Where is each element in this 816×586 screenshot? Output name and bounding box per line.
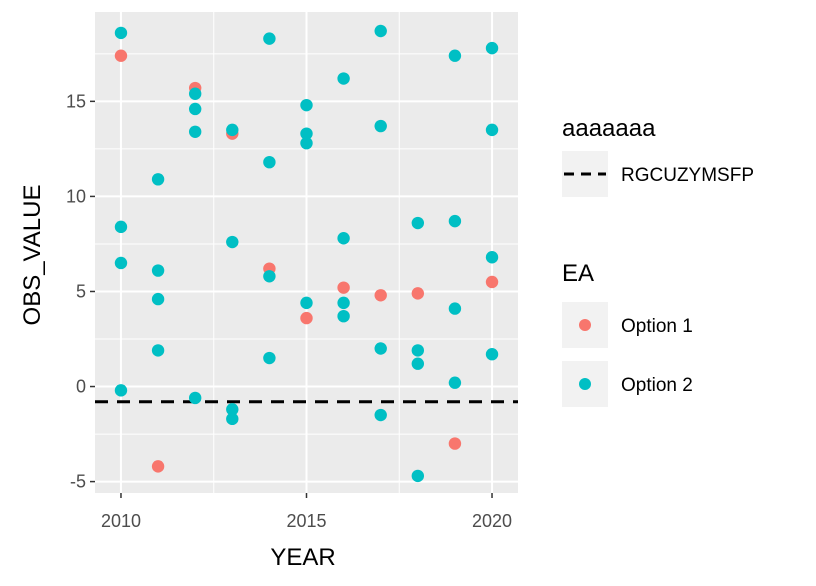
- option-2-point: [188, 125, 202, 138]
- option-2-point: [448, 376, 462, 389]
- linetype-legend-label: RGCUZYMSFP: [621, 165, 754, 186]
- option-1-point: [114, 49, 128, 62]
- option-2-point: [300, 98, 313, 112]
- linetype-legend-title: aaaaaaa: [562, 115, 656, 142]
- x-tick-label: 2010: [101, 511, 141, 531]
- option-2-point: [411, 469, 425, 483]
- option-2-point: [485, 41, 499, 55]
- option-2-point: [114, 256, 128, 270]
- option-2-point: [263, 270, 276, 283]
- option-2-point: [226, 235, 239, 249]
- option-1-point: [151, 460, 165, 473]
- option-2-point: [226, 403, 239, 416]
- option-2-point: [300, 136, 313, 150]
- option-2-point: [448, 302, 462, 315]
- option-2-point: [114, 220, 128, 234]
- axes: 2010 2015 2020 -5 0 5 10 15: [66, 91, 512, 531]
- option-2-point: [114, 26, 128, 40]
- option-2-point: [188, 87, 202, 100]
- x-tick-label: 2015: [286, 511, 326, 531]
- option-2-point: [263, 155, 276, 169]
- option-2-point: [114, 384, 128, 397]
- y-tick-label: 5: [76, 281, 86, 301]
- x-tick-label: 2020: [472, 511, 512, 531]
- y-tick-label: 10: [66, 186, 86, 206]
- option-2-point: [374, 24, 387, 38]
- y-tick-label: 0: [76, 377, 86, 397]
- option-1-point: [411, 287, 425, 300]
- x-axis-title: YEAR: [270, 544, 335, 571]
- option-2-point: [374, 342, 387, 355]
- option-2-point: [485, 348, 499, 361]
- y-tick-label: -5: [70, 472, 86, 492]
- option-2-point: [151, 173, 165, 186]
- option-2-point: [337, 232, 350, 245]
- option-2-point: [226, 123, 239, 137]
- option-1-point: [448, 437, 462, 450]
- option-1-legend-label: Option 1: [621, 316, 693, 337]
- option-2-point: [151, 264, 165, 277]
- option-2-point: [300, 296, 313, 310]
- option-2-point: [411, 216, 425, 230]
- option-2-point: [337, 296, 350, 310]
- option-2-point: [188, 102, 202, 116]
- option-1-point: [374, 289, 387, 302]
- option-2-point: [263, 32, 276, 45]
- option-2-point: [151, 344, 165, 357]
- option-2-point: [300, 127, 313, 140]
- option-2-point: [485, 251, 499, 264]
- option-2-point: [374, 119, 387, 133]
- option-1-point: [300, 311, 313, 325]
- option-2-point: [411, 357, 425, 370]
- color-legend-title: EA: [562, 260, 594, 287]
- option-2-point: [151, 292, 165, 306]
- option-2-legend-dot: [579, 378, 591, 390]
- y-axis-title: OBS_VALUE: [19, 185, 46, 326]
- option-2-point: [263, 351, 276, 365]
- option-2-point: [448, 49, 462, 62]
- option-1-point: [337, 281, 350, 294]
- option-1-point: [485, 275, 499, 289]
- option-2-point: [226, 412, 239, 426]
- option-1-legend-dot: [579, 319, 591, 331]
- option-2-point: [485, 123, 499, 137]
- option-2-point: [188, 391, 202, 405]
- option-2-point: [337, 309, 350, 323]
- option-2-point: [337, 72, 350, 85]
- option-2-point: [374, 408, 387, 422]
- option-2-point: [411, 344, 425, 357]
- legend: aaaaaaa RGCUZYMSFP EA Option 1 Option 2: [562, 115, 754, 407]
- option-2-legend-label: Option 2: [621, 375, 693, 396]
- data-points: [114, 24, 499, 483]
- y-tick-label: 15: [66, 91, 86, 111]
- option-2-point: [448, 214, 462, 228]
